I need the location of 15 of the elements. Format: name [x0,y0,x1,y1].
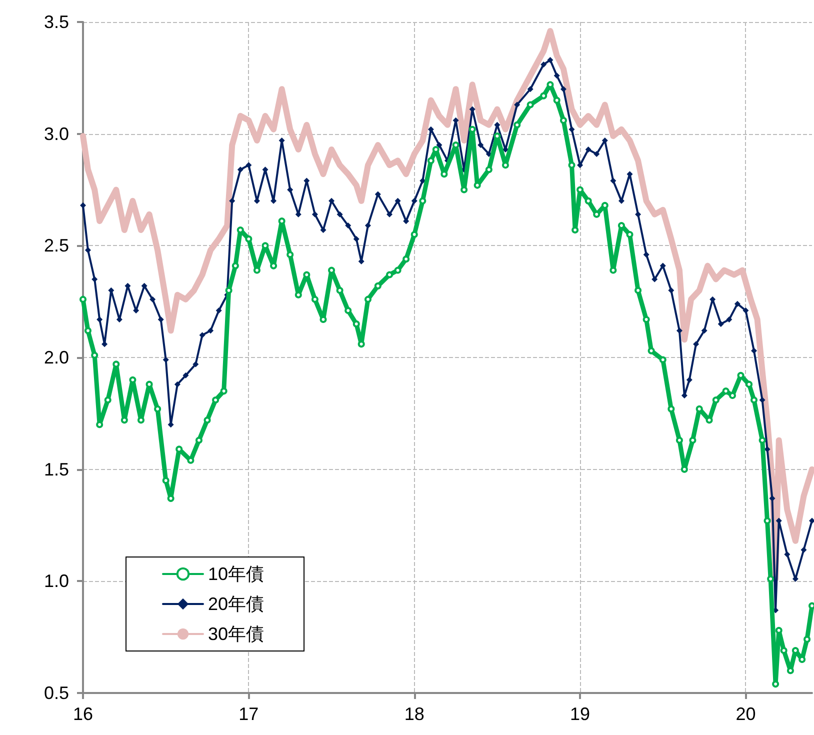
legend-label: 20年債 [208,594,264,614]
y-tick-label: 1.5 [44,459,69,480]
x-tick-label: 16 [72,704,94,724]
legend-label: 30年債 [208,624,264,644]
y-tick-label: 3.0 [44,124,69,144]
x-tick-label: 17 [238,704,259,724]
y-tick-label: 1.0 [44,571,69,592]
y-tick-label: 0.5 [44,683,69,703]
y-tick-label: 3.5 [44,12,69,32]
x-tick-label: 20 [736,704,756,724]
x-tick-label: 19 [570,704,590,724]
x-tick-label: 18 [404,704,424,724]
y-tick-label: 2.5 [44,236,69,256]
legend-label: 10年債 [208,564,264,584]
y-tick-label: 2.0 [44,348,69,368]
